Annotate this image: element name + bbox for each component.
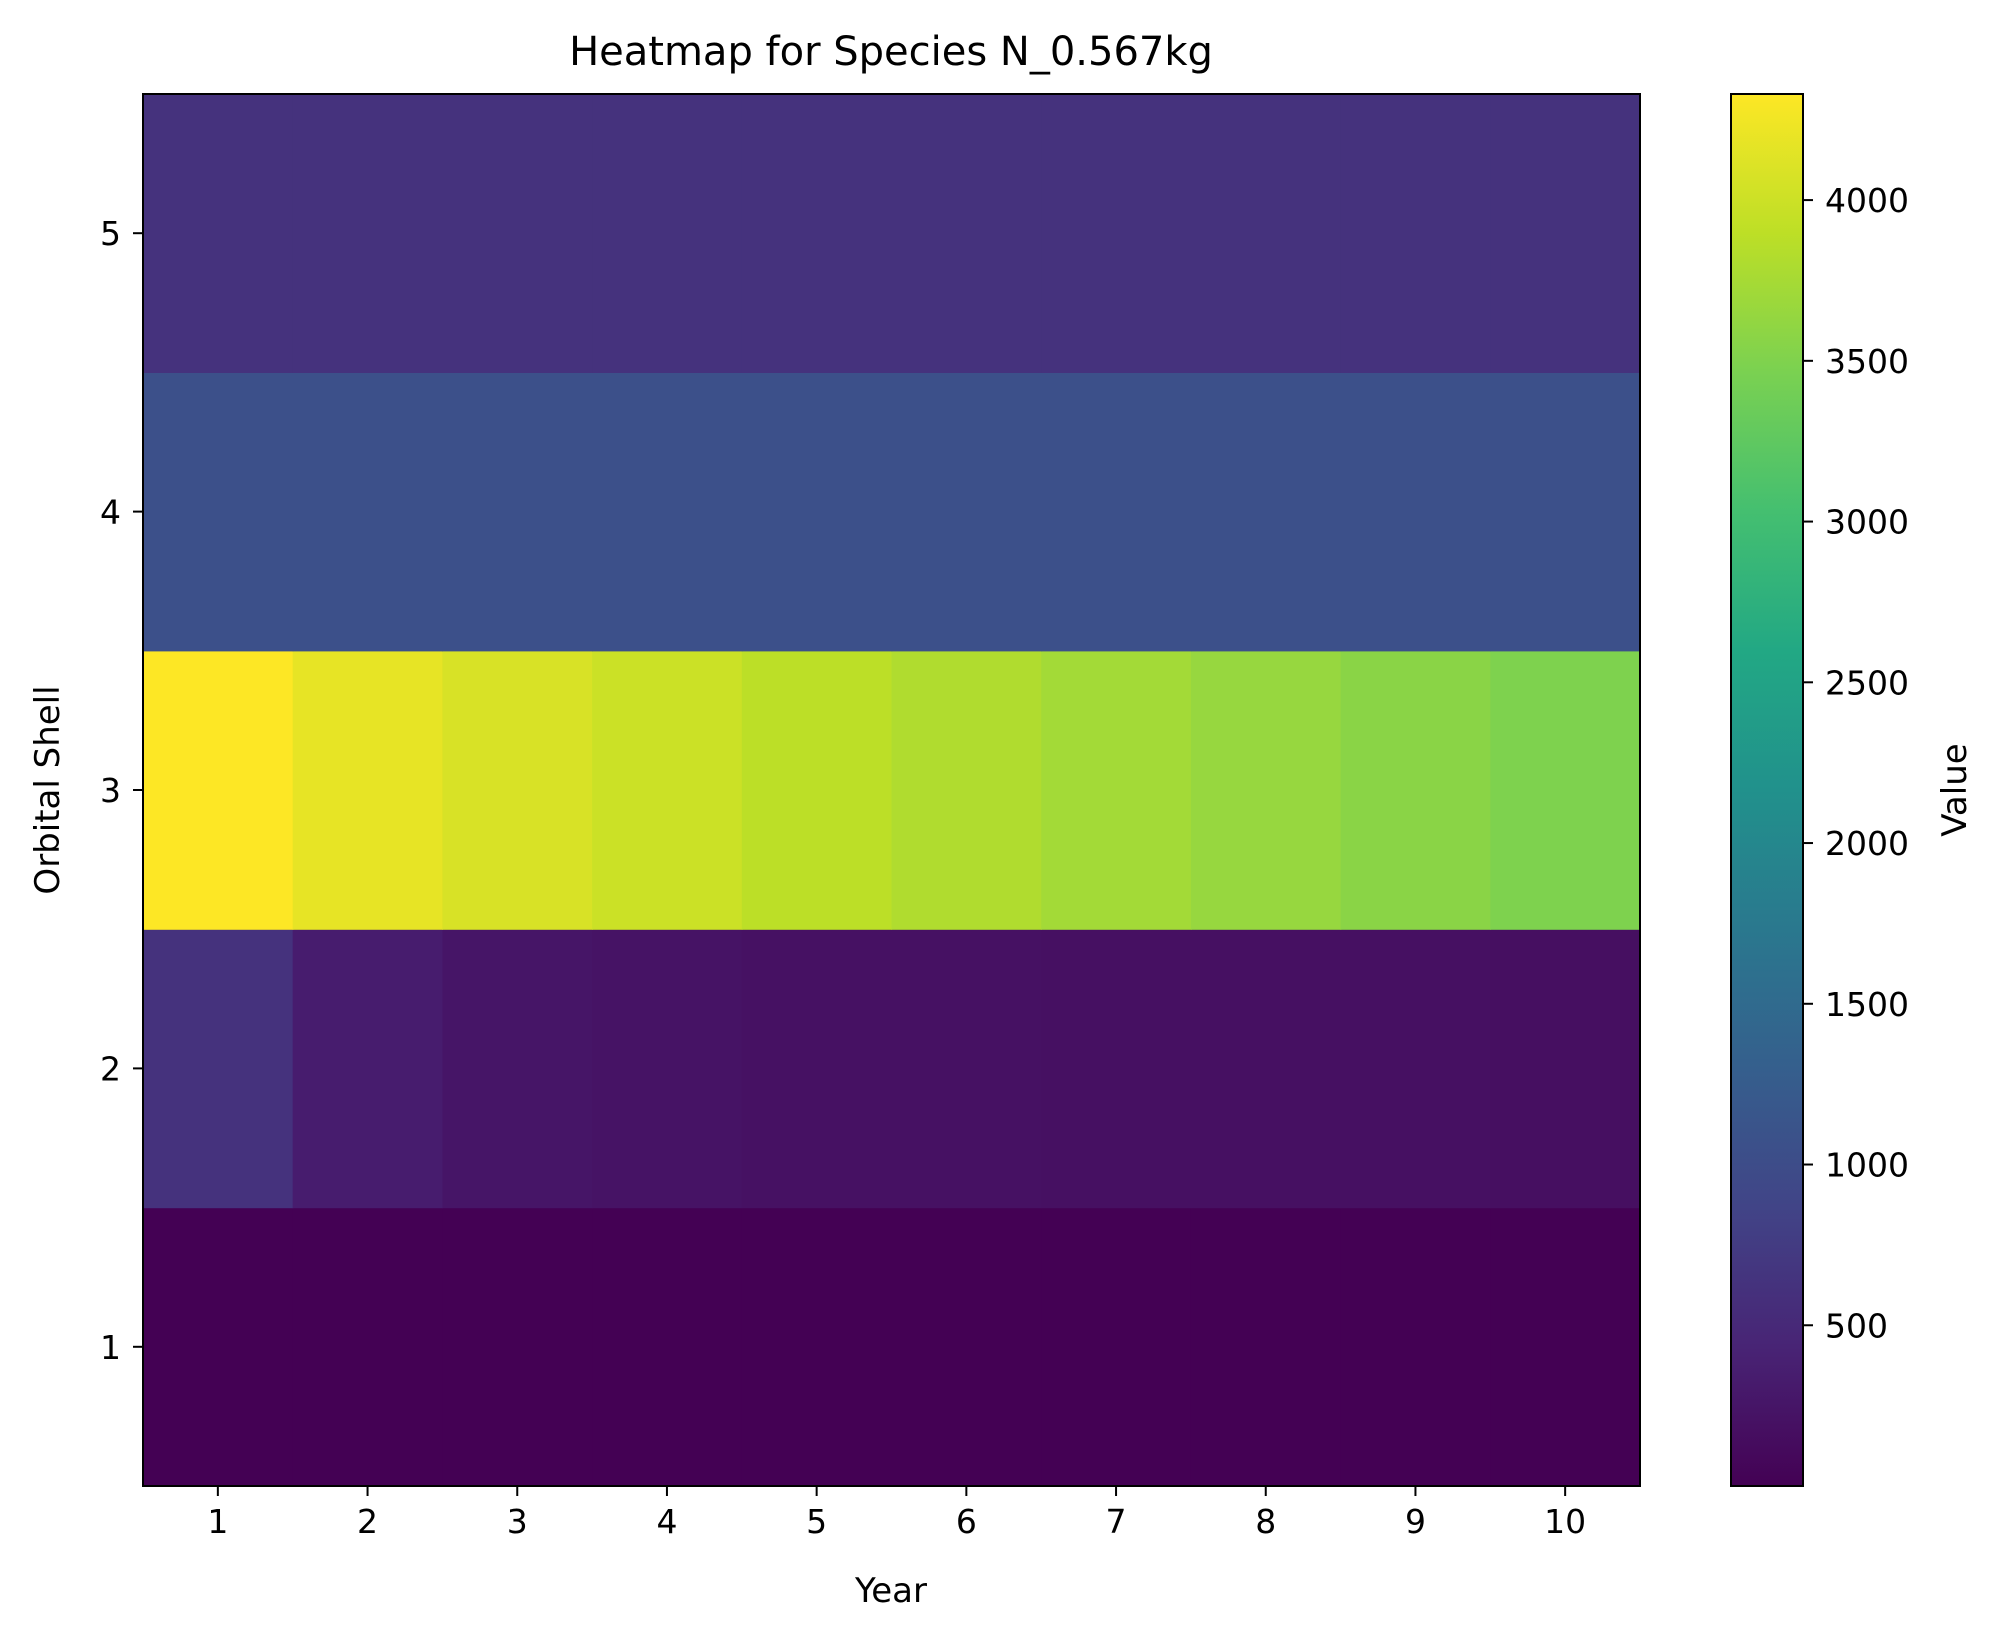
x-tick-label: 7 <box>1106 1502 1127 1541</box>
heatmap-cell <box>292 929 443 1209</box>
colorbar <box>1730 93 1804 1487</box>
heatmap-cell <box>143 372 294 652</box>
heatmap-cell <box>442 372 593 652</box>
heatmap-cell <box>143 929 294 1209</box>
heatmap-cell <box>1340 94 1491 373</box>
heatmap-cell <box>1190 372 1342 652</box>
x-axis-ticks: 1 2 3 4 5 6 7 8 9 10 <box>207 1486 1586 1541</box>
x-tick-label: 10 <box>1544 1502 1586 1541</box>
heatmap-cell <box>592 1207 743 1487</box>
colorbar-tick-label: 3000 <box>1825 503 1909 542</box>
x-tick-label: 9 <box>1405 1502 1426 1541</box>
heatmap-cell <box>1190 1207 1342 1487</box>
heatmap-cell <box>1041 929 1192 1209</box>
heatmap-cell <box>1041 94 1192 373</box>
heatmap-cell <box>1490 1207 1641 1487</box>
heatmap-cell <box>891 94 1042 373</box>
colorbar-label: Value <box>1935 743 1975 836</box>
heatmap-cell <box>143 94 294 373</box>
heatmap-cell <box>741 929 893 1209</box>
heatmap-cell <box>1190 94 1342 373</box>
x-tick-label: 6 <box>956 1502 977 1541</box>
heatmap-cell <box>292 650 443 930</box>
heatmap-cell <box>592 372 743 652</box>
x-axis-label: Year <box>854 1571 927 1611</box>
heatmap-cell <box>1340 372 1491 652</box>
y-axis-ticks: 1 2 3 4 5 <box>100 214 143 1367</box>
heatmap-cell <box>1490 372 1641 652</box>
heatmap-cell <box>891 372 1042 652</box>
heatmap-cell <box>1041 1207 1192 1487</box>
colorbar-tick-label: 500 <box>1825 1306 1888 1345</box>
heatmap-cell <box>741 94 893 373</box>
heatmap-cell <box>1340 650 1491 930</box>
y-tick-label: 4 <box>100 493 121 532</box>
heatmap-cell <box>1190 650 1342 930</box>
heatmap-cell <box>292 1207 443 1487</box>
x-tick-label: 5 <box>806 1502 827 1541</box>
heatmap-cell <box>1340 1207 1491 1487</box>
y-tick-label: 5 <box>100 214 121 253</box>
heatmap-cell <box>442 929 593 1209</box>
heatmap-cell <box>1190 929 1342 1209</box>
heatmap-cell <box>1340 929 1491 1209</box>
heatmap-cell <box>741 650 893 930</box>
heatmap-cell <box>592 94 743 373</box>
colorbar-tick-label: 3500 <box>1825 342 1909 381</box>
colorbar-tick-label: 1000 <box>1825 1146 1909 1185</box>
heatmap-cell <box>442 1207 593 1487</box>
colorbar-tick-label: 2000 <box>1825 824 1909 863</box>
heatmap-cell <box>891 650 1042 930</box>
heatmap-cell <box>891 1207 1042 1487</box>
heatmap-cell <box>741 372 893 652</box>
x-tick-label: 1 <box>207 1502 228 1541</box>
y-tick-label: 1 <box>100 1328 121 1367</box>
x-tick-label: 3 <box>507 1502 528 1541</box>
heatmap-cell <box>1041 650 1192 930</box>
chart-title: Heatmap for Species N_0.567kg <box>569 29 1213 75</box>
y-tick-label: 3 <box>100 771 121 810</box>
colorbar-ticks: 500 1000 1500 2000 2500 3000 3500 4000 <box>1803 181 1909 1345</box>
x-tick-label: 2 <box>357 1502 378 1541</box>
heatmap-cell <box>442 94 593 373</box>
heatmap-cell <box>891 929 1042 1209</box>
heatmap-cells <box>143 94 1641 1487</box>
heatmap-cell <box>292 372 443 652</box>
heatmap-cell <box>143 650 294 930</box>
colorbar-tick-label: 4000 <box>1825 181 1909 220</box>
heatmap-cell <box>592 650 743 930</box>
heatmap-cell <box>1041 372 1192 652</box>
heatmap-cell <box>1490 929 1641 1209</box>
heatmap-cell <box>741 1207 893 1487</box>
colorbar-tick-label: 1500 <box>1825 985 1909 1024</box>
x-tick-label: 4 <box>656 1502 677 1541</box>
colorbar-tick-label: 2500 <box>1825 663 1909 702</box>
heatmap-cell <box>1490 650 1641 930</box>
x-tick-label: 8 <box>1255 1502 1276 1541</box>
y-tick-label: 2 <box>100 1049 121 1088</box>
heatmap-cell <box>292 94 443 373</box>
heatmap-cell <box>592 929 743 1209</box>
heatmap-cell <box>442 650 593 930</box>
heatmap-cell <box>143 1207 294 1487</box>
heatmap-cell <box>1490 94 1641 373</box>
y-axis-label: Orbital Shell <box>28 685 68 894</box>
